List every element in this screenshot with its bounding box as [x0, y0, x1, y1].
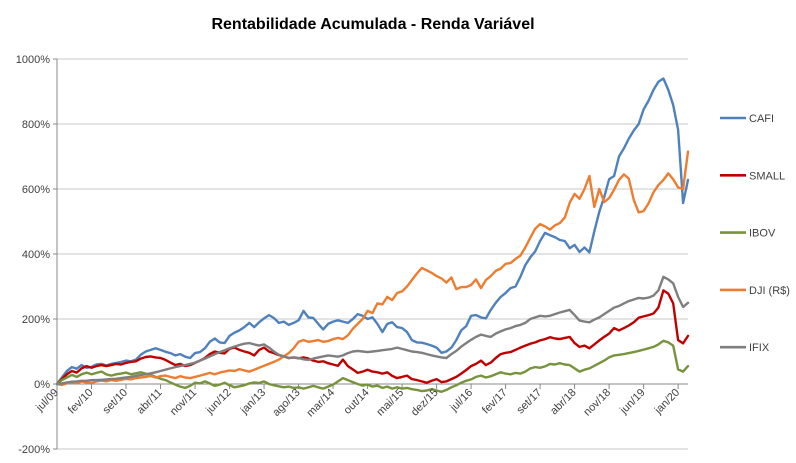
legend-item-ifix: IFIX [720, 342, 770, 354]
legend-label-dji-r: DJI (R$) [749, 285, 790, 297]
x-tick-label: jun/12 [203, 387, 233, 417]
chart-title: Rentabilidade Acumulada - Renda Variável [211, 16, 534, 33]
x-tick-label: jul/16 [447, 387, 475, 415]
legend: CAFI SMALL IBOV DJI (R$) IFIX [720, 113, 790, 354]
x-tick-label: abr/11 [135, 387, 165, 417]
series-line-ifix [55, 275, 690, 386]
x-tick-label: nov/18 [581, 387, 613, 419]
y-tick-label: 600% [22, 184, 50, 196]
legend-label-ibov: IBOV [749, 228, 776, 240]
x-tick-label: jun/19 [617, 387, 647, 417]
legend-item-dji-r: DJI (R$) [720, 285, 790, 297]
x-tick-label: mar/14 [304, 387, 337, 420]
x-tick-label: mai/15 [374, 387, 406, 419]
series-line-small [55, 289, 690, 386]
x-axis-labels: jul/09 fev/10 set/10 abr/11 nov/11 jun/12 jan/… [33, 387, 682, 420]
x-tick-label: fev/17 [480, 387, 510, 417]
y-axis-labels: 1000% 800% 600% 400% 200% 0% -200% [16, 54, 50, 456]
x-tick-label: set/10 [100, 387, 130, 417]
series-line-cafi [55, 77, 690, 386]
x-tick-label: ago/13 [270, 387, 302, 419]
y-tick-label: 1000% [16, 54, 50, 66]
legend-label-ifix: IFIX [749, 342, 770, 354]
legend-label-cafi: CAFI [749, 113, 774, 125]
y-tick-label: 200% [22, 314, 50, 326]
x-tick-label: nov/11 [168, 387, 199, 418]
x-tick-label: jan/20 [652, 387, 682, 417]
series-lines [55, 77, 690, 393]
legend-item-cafi: CAFI [720, 113, 774, 125]
y-tick-label: -200% [18, 444, 50, 456]
legend-item-ibov: IBOV [720, 228, 776, 240]
y-tick-label: 0% [34, 379, 50, 391]
y-tick-label: 800% [22, 119, 50, 131]
x-tick-label: set/17 [515, 387, 545, 417]
series-line-ibov [55, 339, 690, 393]
series-line-dji-r [55, 150, 690, 387]
x-tick-label: jan/13 [238, 387, 268, 417]
legend-item-small: SMALL [720, 170, 785, 182]
legend-label-small: SMALL [749, 170, 785, 182]
x-tick-label: abr/18 [548, 387, 579, 418]
y-tick-label: 400% [22, 249, 50, 261]
x-tick-label: fev/10 [66, 387, 96, 417]
x-tick-label: out/14 [342, 387, 372, 417]
